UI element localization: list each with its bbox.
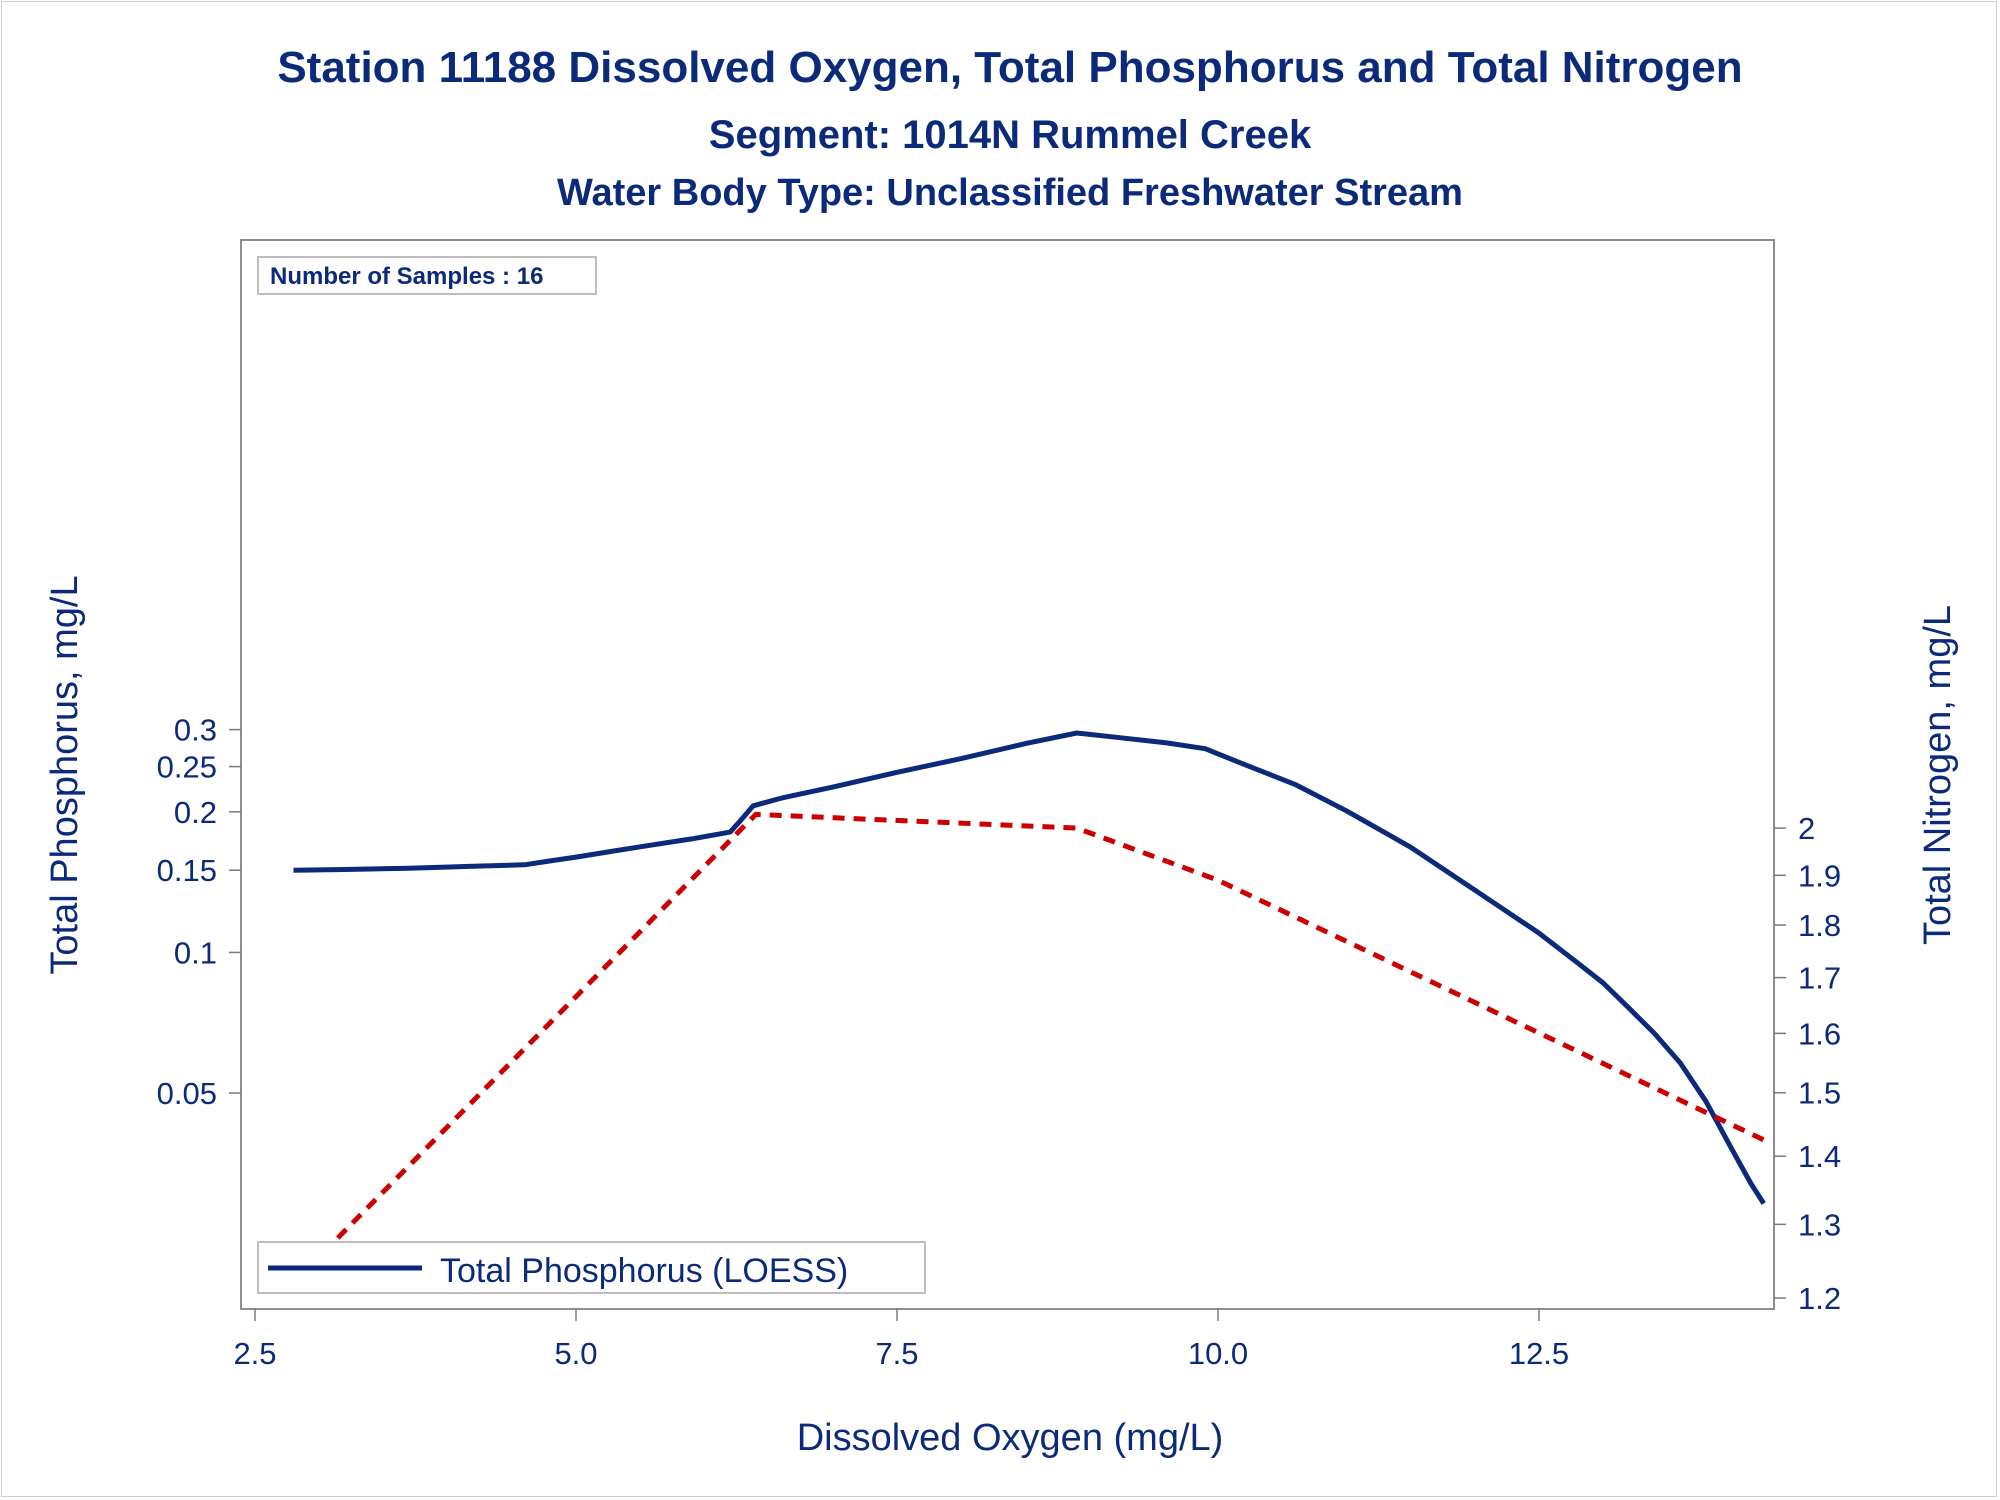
y-axis-left: 0.05 0.1 0.15 0.2 0.250.3 — [157, 713, 241, 1111]
x-tick-label-3: 10.0 — [1188, 1336, 1248, 1371]
y-left-tick-label-5: 0.3 — [174, 713, 217, 748]
y-right-tick-label-2: 1.4 — [1798, 1139, 1841, 1174]
y-right-tick-label-0: 1.2 — [1798, 1281, 1841, 1316]
x-tick-label-0: 2.5 — [233, 1336, 276, 1371]
y-left-tick-label-3: 0.2 — [174, 795, 217, 830]
y-right-tick-label-1: 1.3 — [1798, 1207, 1841, 1242]
chart-title: Station 11188 Dissolved Oxygen, Total Ph… — [277, 43, 1742, 92]
legend: Total Phosphorus (LOESS) — [257, 1241, 926, 1294]
x-tick-label-4: 12.5 — [1509, 1336, 1569, 1371]
y-axis-left-label: Total Phosphorus, mg/L — [44, 575, 86, 974]
y-right-tick-label-6: 1.8 — [1798, 908, 1841, 943]
y-left-tick-label-0: 0.05 — [157, 1076, 217, 1111]
y-right-tick-label-4: 1.6 — [1798, 1016, 1841, 1051]
y-left-tick-label-4: 0.25 — [157, 750, 217, 785]
legend-label-phosphorus: Total Phosphorus (LOESS) — [440, 1252, 848, 1290]
y-left-tick-label-1: 0.1 — [174, 935, 217, 970]
y-right-tick-label-3: 1.5 — [1798, 1076, 1841, 1111]
series-line-nitrogen — [291, 811, 1765, 1285]
series-line-phosphorus — [293, 730, 1766, 1205]
y-axis-right-label: Total Nitrogen, mg/L — [1917, 605, 1959, 945]
y-axis-right: 1.2 1.3 1.4 1.5 1.6 1.7 1.8 1.9 2 — [1774, 811, 1841, 1316]
y-right-tick-label-8: 2 — [1798, 811, 1815, 846]
x-axis-label: Dissolved Oxygen (mg/L) — [797, 1417, 1224, 1459]
plot-area — [240, 239, 1775, 1310]
y-right-tick-label-7: 1.9 — [1798, 858, 1841, 893]
x-tick-label-1: 5.0 — [554, 1336, 597, 1371]
x-tick-label-2: 7.5 — [875, 1336, 918, 1371]
samples-box — [257, 256, 597, 295]
series-layer — [291, 730, 1766, 1285]
samples-label: Number of Samples : 16 — [270, 263, 543, 290]
chart-subtitle-waterbody: Water Body Type: Unclassified Freshwater… — [557, 172, 1463, 214]
y-right-tick-label-5: 1.7 — [1798, 961, 1841, 996]
x-axis: 2.5 5.0 7.5 10.0 12.5 — [233, 1309, 1569, 1371]
chart-subtitle-segment: Segment: 1014N Rummel Creek — [709, 113, 1312, 157]
y-left-tick-label-2: 0.15 — [157, 853, 217, 888]
